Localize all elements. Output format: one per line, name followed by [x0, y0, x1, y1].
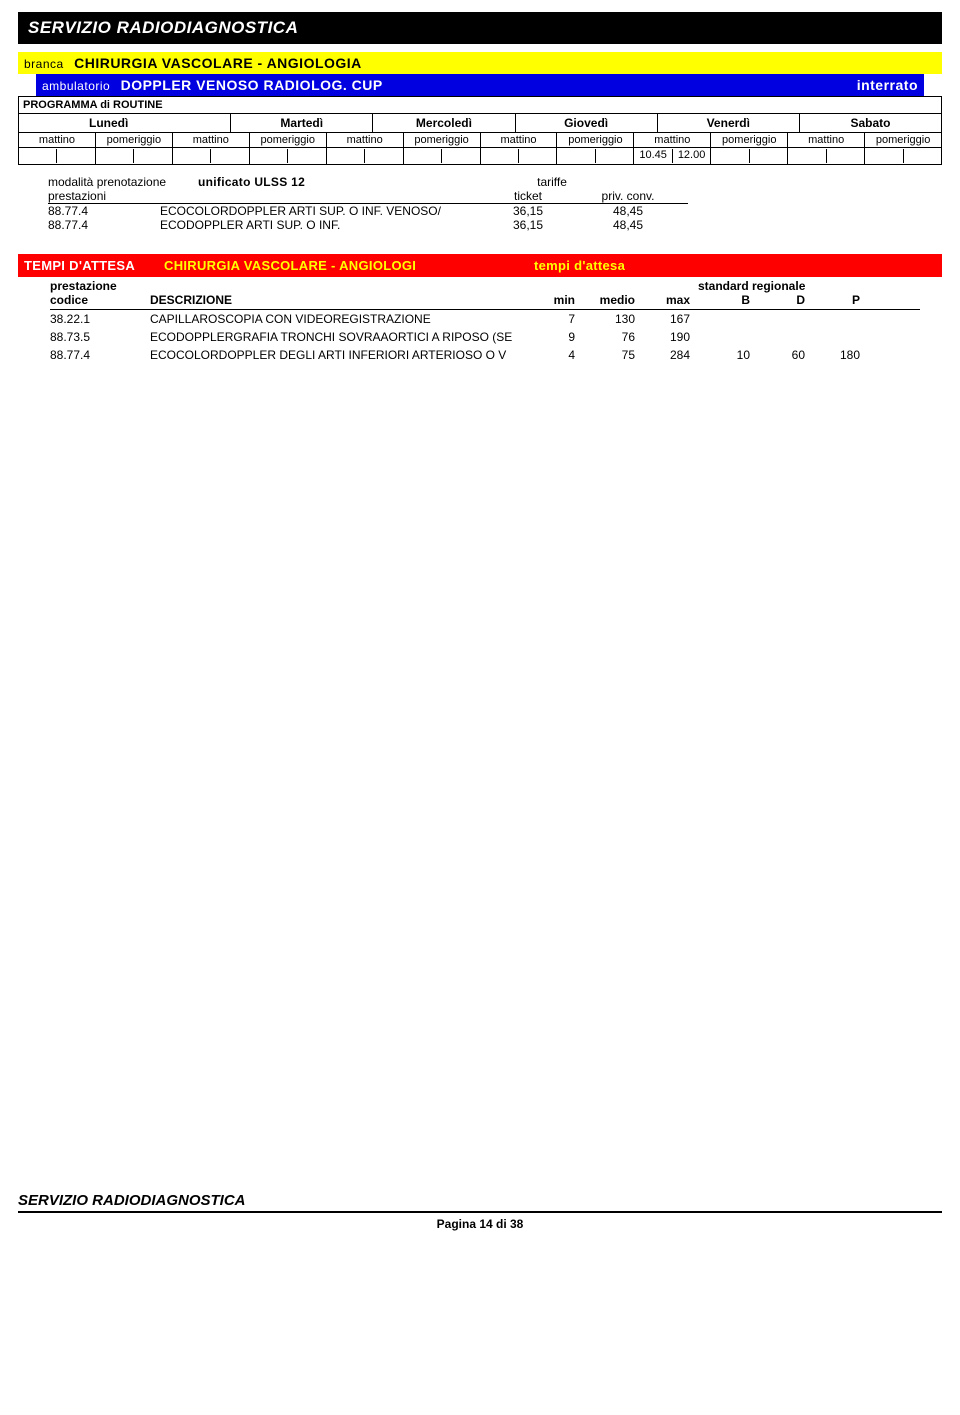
wait-min: 7: [520, 312, 575, 326]
col-prestazione: prestazione: [50, 279, 117, 293]
period-cell: mattino: [19, 133, 96, 148]
routine-title: PROGRAMMA di ROUTINE: [19, 97, 941, 114]
col-P: P: [805, 293, 860, 307]
prestazione-row: 88.77.4 ECOCOLORDOPPLER ARTI SUP. O INF.…: [48, 204, 688, 218]
tempi-title3: tempi d'attesa: [534, 258, 625, 273]
footer-title: SERVIZIO RADIODIAGNOSTICA: [18, 1192, 942, 1213]
tempi-title2: CHIRURGIA VASCOLARE - ANGIOLOGI: [164, 258, 534, 273]
col-standard: standard regionale: [698, 279, 805, 293]
period-cell: pomeriggio: [557, 133, 634, 148]
period-cell: mattino: [327, 133, 404, 148]
ambulatorio-value: DOPPLER VENOSO RADIOLOG. CUP: [121, 77, 383, 93]
period-cell: pomeriggio: [865, 133, 941, 148]
tempi-bar: TEMPI D'ATTESA CHIRURGIA VASCOLARE - ANG…: [18, 254, 942, 277]
tariffe-label: tariffe: [537, 175, 567, 189]
col-D: D: [750, 293, 805, 307]
prestazione-row: 88.77.4 ECODOPPLER ARTI SUP. O INF. 36,1…: [48, 218, 688, 232]
wait-medio: 76: [575, 330, 635, 344]
branca-label: branca: [24, 57, 64, 71]
ticket-header: ticket: [478, 189, 578, 203]
wait-max: 190: [635, 330, 690, 344]
time-value: 10.45: [634, 149, 672, 163]
period-cell: mattino: [481, 133, 558, 148]
wait-desc: ECOCOLORDOPPLER DEGLI ARTI INFERIORI ART…: [150, 348, 520, 362]
wait-row: 38.22.1 CAPILLAROSCOPIA CON VIDEOREGISTR…: [50, 312, 920, 326]
day-header: Giovedì: [516, 114, 658, 133]
period-cell: pomeriggio: [96, 133, 173, 148]
wait-desc: ECODOPPLERGRAFIA TRONCHI SOVRAAORTICI A …: [150, 330, 520, 344]
period-cell: mattino: [788, 133, 865, 148]
prest-priv: 48,45: [578, 204, 678, 218]
branca-value: CHIRURGIA VASCOLARE - ANGIOLOGIA: [74, 55, 362, 71]
modalita-label: modalità prenotazione: [48, 175, 198, 189]
time-value: 12.00: [673, 149, 710, 163]
period-cell: mattino: [634, 133, 711, 148]
wait-header: codice DESCRIZIONE min medio max B D P: [50, 293, 920, 310]
priv-header: priv. conv.: [578, 189, 678, 203]
wait-P: [805, 312, 860, 326]
wait-medio: 130: [575, 312, 635, 326]
prest-code: 88.77.4: [48, 204, 160, 218]
period-cell: mattino: [173, 133, 250, 148]
page-title-bar: SERVIZIO RADIODIAGNOSTICA: [18, 12, 942, 44]
tempi-title1: TEMPI D'ATTESA: [24, 258, 164, 273]
wait-D: 60: [750, 348, 805, 362]
wait-row: 88.77.4 ECOCOLORDOPPLER DEGLI ARTI INFER…: [50, 348, 920, 362]
wait-code: 38.22.1: [50, 312, 150, 326]
day-header: Venerdì: [658, 114, 800, 133]
prest-desc: ECODOPPLER ARTI SUP. O INF.: [160, 218, 478, 232]
col-medio: medio: [575, 293, 635, 307]
prest-ticket: 36,15: [478, 204, 578, 218]
ambulatorio-bar: ambulatorio DOPPLER VENOSO RADIOLOG. CUP…: [36, 74, 924, 96]
period-cell: pomeriggio: [711, 133, 788, 148]
col-descrizione: DESCRIZIONE: [150, 293, 520, 307]
col-codice: codice: [50, 293, 150, 307]
wait-P: [805, 330, 860, 344]
wait-P: 180: [805, 348, 860, 362]
wait-medio: 75: [575, 348, 635, 362]
day-header: Sabato: [800, 114, 941, 133]
prestazioni-header: prestazioni: [48, 189, 160, 203]
day-header: Martedì: [231, 114, 373, 133]
day-header: Lunedì: [19, 114, 231, 133]
ambulatorio-location: interrato: [857, 77, 918, 93]
wait-max: 167: [635, 312, 690, 326]
prest-desc: ECOCOLORDOPPLER ARTI SUP. O INF. VENOSO/: [160, 204, 478, 218]
prest-code: 88.77.4: [48, 218, 160, 232]
wait-min: 4: [520, 348, 575, 362]
day-header: Mercoledì: [373, 114, 515, 133]
period-cell: pomeriggio: [250, 133, 327, 148]
col-B: B: [690, 293, 750, 307]
wait-max: 284: [635, 348, 690, 362]
modalita-block: modalità prenotazione unificato ULSS 12 …: [48, 175, 942, 232]
prest-priv: 48,45: [578, 218, 678, 232]
wait-B: [690, 330, 750, 344]
wait-row: 88.73.5 ECODOPPLERGRAFIA TRONCHI SOVRAAO…: [50, 330, 920, 344]
routine-table: PROGRAMMA di ROUTINE Lunedì Martedì Merc…: [18, 96, 942, 165]
wait-code: 88.77.4: [50, 348, 150, 362]
wait-code: 88.73.5: [50, 330, 150, 344]
col-min: min: [520, 293, 575, 307]
ambulatorio-label: ambulatorio: [42, 79, 110, 93]
page-title: SERVIZIO RADIODIAGNOSTICA: [28, 18, 298, 37]
period-cell: pomeriggio: [404, 133, 481, 148]
prest-ticket: 36,15: [478, 218, 578, 232]
branca-bar: branca CHIRURGIA VASCOLARE - ANGIOLOGIA: [18, 52, 942, 74]
wait-D: [750, 312, 805, 326]
col-max: max: [635, 293, 690, 307]
wait-desc: CAPILLAROSCOPIA CON VIDEOREGISTRAZIONE: [150, 312, 520, 326]
modalita-value: unificato ULSS 12: [198, 175, 305, 189]
page-number: Pagina 14 di 38: [18, 1217, 942, 1231]
wait-B: [690, 312, 750, 326]
wait-min: 9: [520, 330, 575, 344]
wait-D: [750, 330, 805, 344]
wait-B: 10: [690, 348, 750, 362]
